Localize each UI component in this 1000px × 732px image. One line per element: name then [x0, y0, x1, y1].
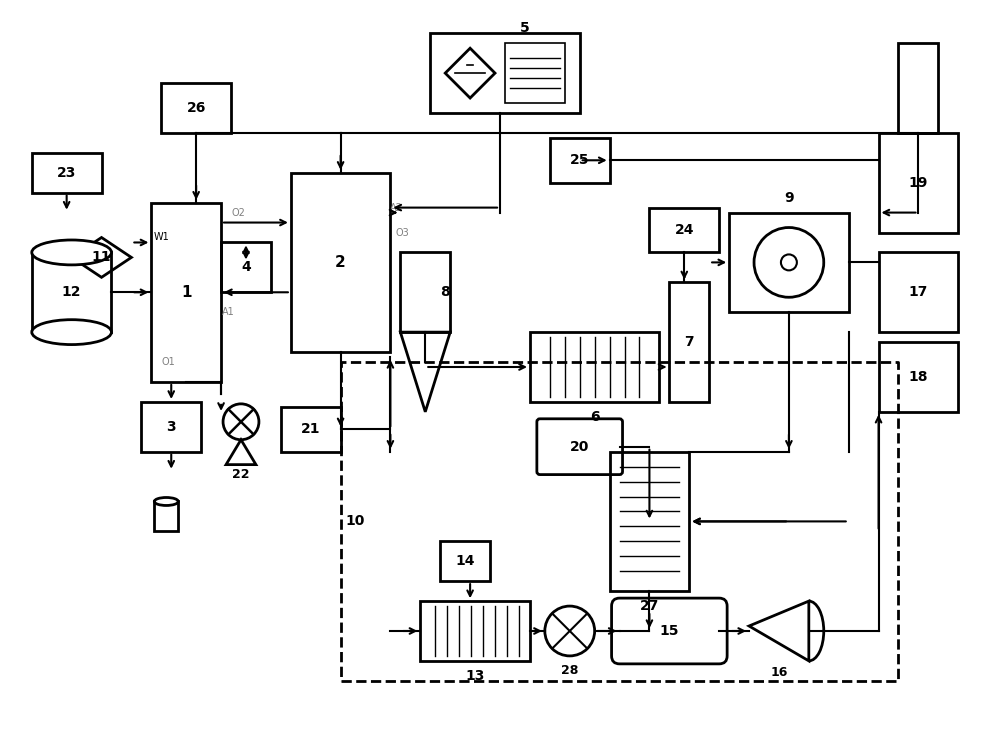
Bar — [505, 43, 565, 103]
Text: 17: 17 — [909, 285, 928, 299]
Text: 26: 26 — [186, 101, 206, 115]
Text: 6: 6 — [590, 410, 599, 424]
Text: W1: W1 — [153, 233, 169, 242]
Bar — [530, 332, 659, 402]
Text: 20: 20 — [570, 440, 589, 454]
Bar — [341, 362, 898, 681]
Text: 19: 19 — [909, 176, 928, 190]
Text: 18: 18 — [909, 370, 928, 384]
Bar — [221, 242, 271, 292]
Text: 13: 13 — [465, 669, 485, 683]
Bar — [400, 253, 450, 332]
Bar — [291, 173, 390, 352]
Bar — [879, 342, 958, 412]
Text: 23: 23 — [57, 165, 76, 180]
Text: 4: 4 — [241, 261, 251, 274]
Text: 24: 24 — [675, 223, 694, 237]
Bar — [649, 208, 719, 253]
Text: 12: 12 — [62, 285, 81, 299]
Text: 10: 10 — [346, 515, 365, 529]
Bar — [879, 253, 958, 332]
Bar — [32, 253, 111, 332]
Text: 15: 15 — [660, 624, 679, 638]
Text: 8: 8 — [440, 285, 450, 299]
Text: 11: 11 — [92, 250, 111, 264]
Text: 27: 27 — [640, 599, 659, 613]
Text: 25: 25 — [570, 153, 589, 168]
Text: O3: O3 — [395, 228, 409, 237]
Bar — [430, 33, 580, 113]
Text: 5: 5 — [520, 21, 530, 35]
Bar — [440, 542, 490, 581]
Text: 7: 7 — [684, 335, 694, 349]
Bar — [141, 402, 201, 452]
Bar — [610, 452, 689, 591]
Text: 2: 2 — [335, 255, 346, 270]
Text: 3: 3 — [166, 419, 176, 434]
Ellipse shape — [154, 498, 178, 506]
Bar — [898, 43, 938, 133]
Ellipse shape — [32, 320, 111, 345]
Text: O2: O2 — [231, 208, 245, 217]
Text: 14: 14 — [455, 554, 475, 568]
Bar — [879, 133, 958, 233]
Text: 22: 22 — [232, 468, 250, 481]
Bar — [729, 212, 849, 313]
Text: 16: 16 — [770, 666, 788, 679]
Bar — [32, 153, 102, 193]
Ellipse shape — [32, 240, 111, 265]
Bar — [420, 601, 530, 661]
Bar — [154, 501, 178, 531]
Text: 21: 21 — [301, 422, 320, 436]
Text: O1: O1 — [161, 357, 175, 367]
Text: 1: 1 — [181, 285, 191, 300]
Bar — [151, 203, 221, 382]
Text: A1: A1 — [222, 307, 235, 317]
Text: 28: 28 — [561, 665, 578, 677]
Text: 9: 9 — [784, 190, 794, 205]
Bar — [281, 407, 341, 452]
Bar — [161, 83, 231, 133]
Text: A2: A2 — [390, 203, 403, 212]
Bar — [669, 283, 709, 402]
Bar — [550, 138, 610, 183]
